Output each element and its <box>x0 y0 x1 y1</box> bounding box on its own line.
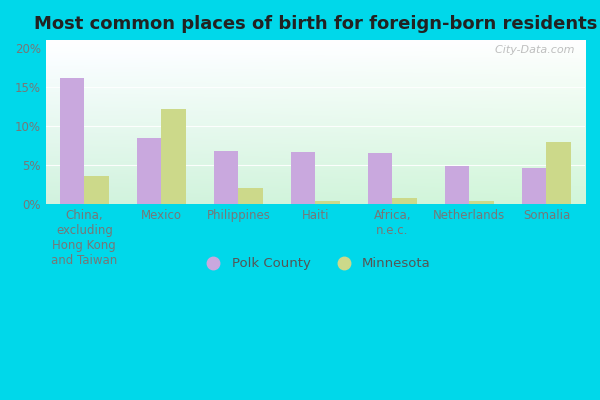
Title: Most common places of birth for foreign-born residents: Most common places of birth for foreign-… <box>34 15 597 33</box>
Bar <box>137 138 161 204</box>
Bar <box>60 78 85 204</box>
Bar <box>469 202 494 204</box>
Bar <box>445 166 469 204</box>
Bar <box>392 198 417 204</box>
Bar <box>238 188 263 204</box>
Bar <box>291 152 316 204</box>
Bar <box>316 201 340 204</box>
Bar <box>368 153 392 204</box>
Text: City-Data.com: City-Data.com <box>488 45 574 55</box>
Bar <box>214 151 238 204</box>
Legend: Polk County, Minnesota: Polk County, Minnesota <box>195 252 436 276</box>
Bar <box>522 168 547 204</box>
Bar <box>547 142 571 204</box>
Bar <box>85 176 109 204</box>
Bar <box>161 109 186 204</box>
